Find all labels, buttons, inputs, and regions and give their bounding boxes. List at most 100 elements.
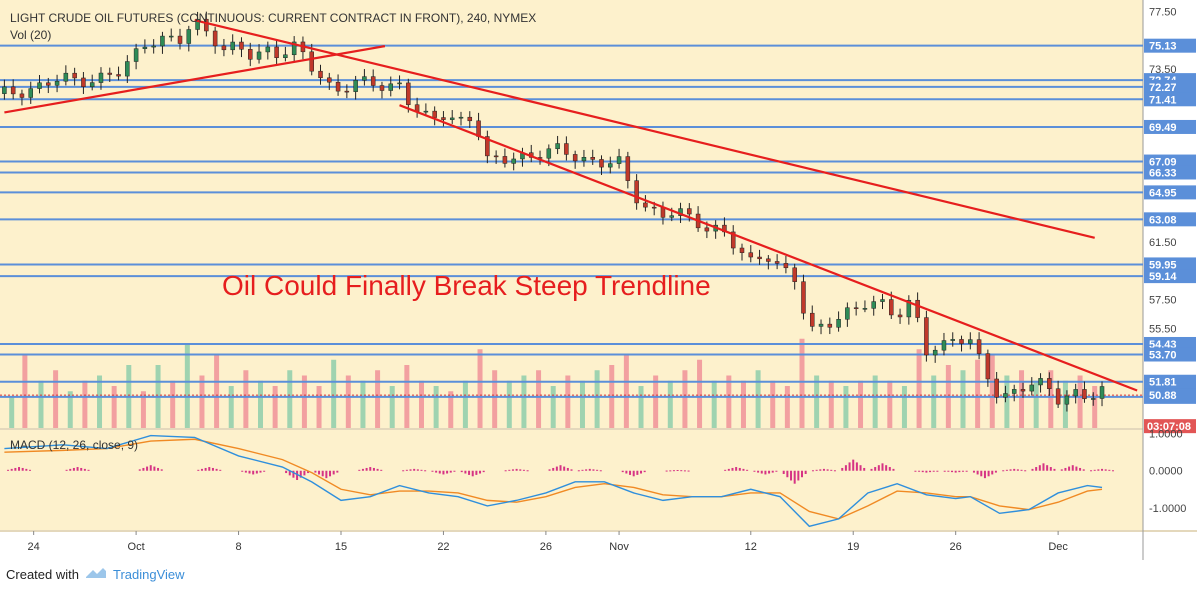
candle-body	[924, 317, 929, 356]
volume-bar	[843, 386, 849, 428]
macd-histogram-bar	[859, 465, 862, 471]
candle-body	[669, 215, 675, 218]
volume-bar	[1048, 370, 1054, 428]
macd-histogram-bar	[914, 470, 917, 472]
time-tick-label: 8	[235, 541, 241, 553]
macd-histogram-bar	[947, 470, 950, 472]
last-price-label: 50.88	[1149, 390, 1177, 402]
macd-histogram-bar	[303, 470, 306, 476]
macd-histogram-bar	[482, 470, 485, 473]
macd-histogram-bar	[870, 468, 873, 471]
candle-body	[1003, 393, 1008, 398]
macd-histogram-bar	[369, 467, 372, 471]
macd-histogram-bar	[25, 468, 28, 471]
candle-body	[2, 86, 7, 94]
price-pane[interactable]	[0, 0, 1143, 428]
macd-histogram-bar	[460, 470, 463, 473]
candle-body	[10, 86, 16, 95]
candle-body	[932, 349, 938, 356]
level-price-label: 75.13	[1149, 41, 1177, 53]
candle-body	[994, 378, 999, 398]
macd-histogram-bar	[431, 470, 434, 472]
macd-histogram-bar	[1060, 469, 1063, 471]
trendline	[194, 19, 1095, 239]
candle-body	[441, 117, 446, 120]
candle-body	[379, 85, 385, 91]
macd-signal-line	[4, 438, 1103, 520]
macd-tick: -1.0000	[1149, 503, 1186, 515]
candle-body	[555, 143, 560, 150]
volume-bar	[331, 359, 337, 428]
macd-histogram-bar	[424, 470, 427, 472]
level-price-label: 72.27	[1149, 82, 1177, 94]
volume-bar	[1019, 370, 1025, 428]
volume-bar	[258, 380, 264, 428]
volume-bar	[287, 370, 293, 428]
macd-histogram-bar	[449, 470, 452, 473]
macd-pane[interactable]	[0, 430, 1143, 530]
candle-body	[1082, 389, 1087, 400]
macd-histogram-bar	[1016, 469, 1019, 471]
macd-histogram-bar	[1053, 468, 1056, 471]
volume-bar	[1077, 375, 1083, 428]
candle-body	[72, 72, 77, 79]
macd-histogram-bar	[643, 470, 646, 473]
macd-histogram-bar	[848, 462, 851, 471]
candle-body	[871, 301, 876, 309]
candle-body	[370, 76, 376, 86]
macd-histogram-bar	[724, 469, 727, 471]
created-with-text: Created with	[6, 567, 79, 582]
volume-bar	[726, 375, 732, 428]
volume-bar	[740, 380, 746, 428]
macd-histogram-bar	[479, 470, 482, 474]
volume-bar	[67, 391, 73, 428]
candle-body	[827, 323, 833, 328]
candle-body	[458, 116, 464, 119]
candle-body	[335, 81, 341, 92]
macd-histogram-bar	[727, 468, 730, 471]
time-tick-label: Nov	[609, 541, 629, 553]
macd-histogram-bar	[958, 470, 961, 473]
volume-bar	[858, 380, 864, 428]
macd-histogram-bar	[793, 470, 796, 484]
candle-body	[212, 30, 218, 47]
macd-histogram-bar	[197, 469, 200, 471]
macd-histogram-bar	[76, 467, 79, 471]
candle-body	[809, 312, 815, 327]
candle-body	[318, 70, 323, 79]
level-price-label: 69.49	[1149, 122, 1177, 134]
macd-histogram-bar	[420, 469, 423, 471]
volume-bar	[521, 375, 527, 428]
chart-title: LIGHT CRUDE OIL FUTURES (CONTINUOUS: CUR…	[10, 11, 536, 25]
volume-bar	[492, 370, 498, 428]
volume-bar	[960, 370, 966, 428]
time-tick-label: 12	[745, 541, 757, 553]
tradingview-link[interactable]: TradingView	[112, 567, 185, 582]
candle-body	[783, 263, 789, 269]
macd-histogram-bar	[552, 467, 555, 471]
macd-histogram-bar	[288, 470, 291, 476]
volume-bar	[887, 380, 893, 428]
candle-body	[1020, 389, 1026, 392]
candle-body	[704, 227, 710, 232]
candle-body	[353, 79, 358, 92]
time-tick-label: 26	[540, 541, 552, 553]
candle-body	[1038, 378, 1043, 386]
macd-histogram-bar	[69, 468, 72, 471]
macd-histogram-bar	[581, 469, 584, 471]
candle-body	[423, 110, 429, 113]
candle-body	[485, 136, 490, 157]
macd-histogram-bar	[138, 469, 141, 471]
macd-histogram-bar	[504, 470, 507, 472]
volume-bar	[111, 386, 117, 428]
candle-body	[616, 156, 622, 164]
macd-histogram-bar	[742, 468, 745, 471]
volume-bar	[38, 380, 44, 428]
level-price-label-bg	[1144, 374, 1196, 389]
macd-histogram-bar	[405, 469, 408, 471]
time-tick-label: Oct	[128, 541, 145, 553]
tradingview-logo-icon[interactable]	[85, 567, 107, 582]
candle-body	[599, 159, 604, 168]
candle-body	[651, 206, 657, 209]
macd-histogram-bar	[292, 470, 295, 478]
